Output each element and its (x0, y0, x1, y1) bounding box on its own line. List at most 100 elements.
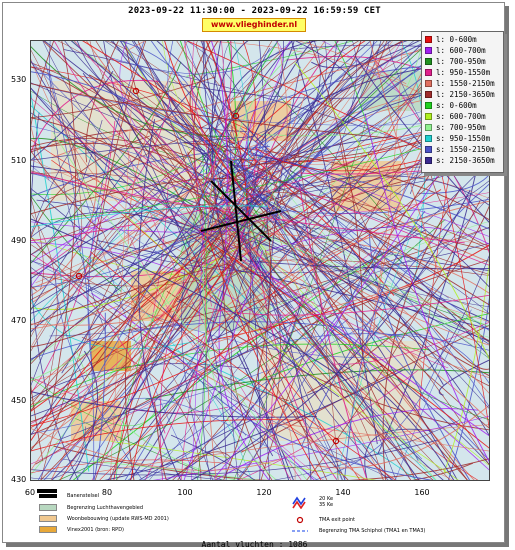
flight-track (154, 401, 167, 480)
flight-track (232, 313, 489, 391)
flight-track (104, 368, 406, 480)
flight-track (31, 195, 326, 412)
flight-track (31, 62, 243, 261)
y-tick-430: 430 (11, 475, 27, 484)
legend-swatch (425, 157, 432, 164)
flight-track (258, 266, 338, 480)
flight-track (72, 246, 396, 480)
flight-track (31, 233, 234, 290)
tma-exit-point (332, 437, 340, 445)
flight-track (31, 112, 361, 290)
flight-track (417, 174, 489, 194)
flight-track (137, 41, 206, 225)
flight-track (88, 74, 489, 306)
x-tick-60: 60 (24, 488, 36, 497)
legend-item: l: 0-600m (425, 34, 500, 45)
time-range-title: 2023-09-22 11:30:00 - 2023-09-22 16:59:5… (128, 6, 381, 16)
flight-track (31, 79, 159, 154)
flight-track (93, 312, 106, 480)
flight-track (162, 180, 489, 214)
flight-track (31, 83, 401, 140)
tma-exit-point (75, 272, 83, 280)
flight-track (371, 55, 489, 254)
flight-track (119, 41, 168, 165)
legend-item: l: 2150-3650m (425, 89, 500, 100)
legend-vinex: Vinex2001 (bron: RPD) (39, 526, 124, 533)
legend-airport-boundary-label: Begrenzing Luchthavengebied (67, 504, 144, 511)
flight-track (31, 439, 438, 476)
legend-item: s: 1550-2150m (425, 144, 500, 155)
flight-track (81, 336, 202, 480)
flight-track (52, 131, 308, 480)
flight-track (88, 460, 260, 480)
flight-track (259, 259, 489, 276)
flight-track (44, 59, 95, 480)
flight-track (149, 77, 458, 480)
flight-track (31, 164, 165, 257)
flight-track (31, 60, 340, 398)
flight-track (31, 125, 449, 299)
flight-track (248, 154, 489, 288)
legend-swatch (425, 69, 432, 76)
flight-track (218, 266, 343, 480)
flight-track (110, 441, 377, 480)
flight-track (31, 282, 421, 406)
flight-track (253, 41, 385, 193)
flight-track (130, 258, 235, 480)
flight-track (31, 260, 383, 358)
flight-track (31, 171, 465, 244)
flight-track (202, 237, 489, 449)
flight-track (152, 415, 489, 480)
flight-track (270, 41, 404, 256)
flight-track (31, 171, 223, 348)
flight-track (354, 56, 489, 223)
legend-airport-boundary: Begrenzing Luchthavengebied (39, 504, 143, 511)
flight-track (31, 199, 238, 348)
flight-track (42, 41, 359, 203)
flight-track (109, 68, 134, 480)
flight-track (31, 71, 257, 180)
legend-35ke-label: 35 Ke (319, 502, 334, 508)
y-tick-490: 490 (11, 236, 27, 245)
flight-track (31, 70, 114, 161)
legend-tma-boundary: Begrenzing TMA Schiphol (TMA1 en TMA3) (291, 528, 425, 534)
flight-track (201, 41, 429, 186)
flight-track (202, 220, 255, 480)
flight-track (104, 41, 263, 174)
flight-track (259, 41, 424, 241)
legend-label: l: 600-700m (436, 46, 486, 55)
flight-track (186, 41, 354, 77)
flight-track (443, 261, 489, 474)
flight-track (245, 188, 468, 480)
legend-label: s: 0-600m (436, 101, 477, 110)
flight-track (31, 45, 317, 352)
legend-swatch (425, 58, 432, 65)
legend-noise-contours: 20 Ke 35 Ke (291, 495, 333, 509)
flight-track (244, 41, 291, 192)
legend-label: s: 2150-3650m (436, 156, 495, 165)
flight-track (164, 41, 243, 191)
legend-label: s: 700-950m (436, 123, 486, 132)
legend-label: l: 700-950m (436, 57, 486, 66)
flight-track (237, 171, 489, 315)
flight-track (138, 365, 384, 480)
flight-track (395, 309, 472, 480)
flight-track (234, 185, 489, 394)
legend-housing: Woonbebouwing (update RWS-MD 2001) (39, 515, 169, 522)
legend-swatch (425, 80, 432, 87)
flight-track (58, 160, 489, 441)
flight-track (131, 41, 426, 300)
legend-swatch (425, 91, 432, 98)
website-badge[interactable]: www.vlieghinder.nl (202, 18, 306, 32)
legend-item: l: 1550-2150m (425, 78, 500, 89)
flight-track (31, 267, 394, 480)
flight-track (245, 41, 393, 255)
legend-swatch (425, 102, 432, 109)
flight-track (31, 218, 347, 382)
flight-track (121, 210, 459, 480)
flight-track (31, 377, 156, 427)
flight-track (90, 251, 396, 480)
legend-tma-exit-label: TMA exit point (319, 517, 356, 523)
housing-swatch (39, 515, 57, 522)
flight-track (31, 428, 282, 471)
